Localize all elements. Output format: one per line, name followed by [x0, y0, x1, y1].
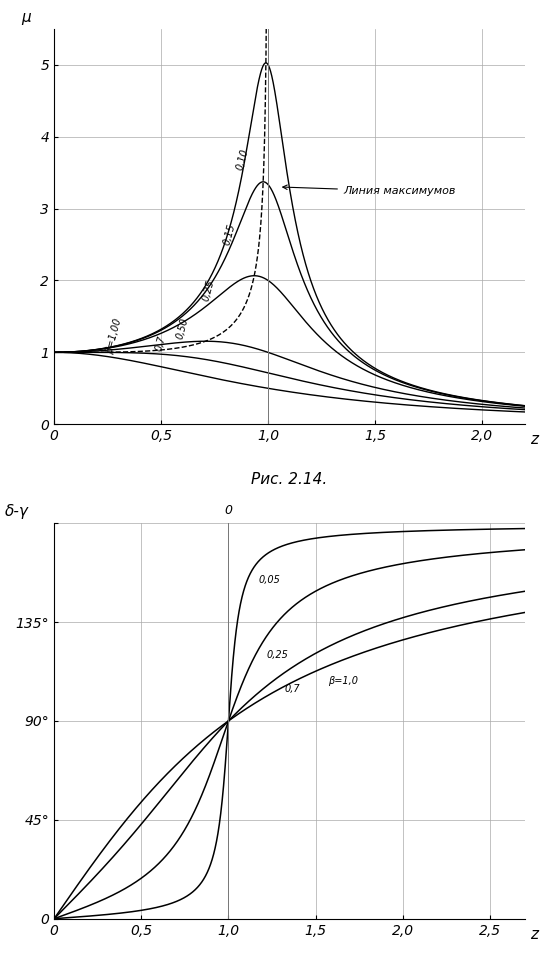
Text: β=1,0: β=1,0 [328, 677, 358, 686]
Text: 0: 0 [225, 503, 233, 517]
Text: 0,7: 0,7 [284, 684, 300, 694]
Text: β=1,00: β=1,00 [104, 318, 123, 355]
Text: 0,10: 0,10 [235, 147, 250, 170]
Y-axis label: μ: μ [21, 10, 31, 25]
Text: 0,25: 0,25 [267, 650, 289, 660]
Text: 0,25: 0,25 [201, 278, 216, 302]
Text: Рис. 2.14.: Рис. 2.14. [252, 472, 327, 487]
Text: 0,50: 0,50 [175, 317, 190, 340]
X-axis label: z: z [530, 926, 538, 942]
Text: Линия максимумов: Линия максимумов [283, 185, 456, 196]
Y-axis label: δ-γ: δ-γ [4, 504, 28, 520]
Text: 0,7: 0,7 [154, 334, 168, 352]
X-axis label: z: z [530, 433, 538, 447]
Text: 0,05: 0,05 [258, 575, 280, 585]
Text: 0,15: 0,15 [222, 223, 237, 247]
